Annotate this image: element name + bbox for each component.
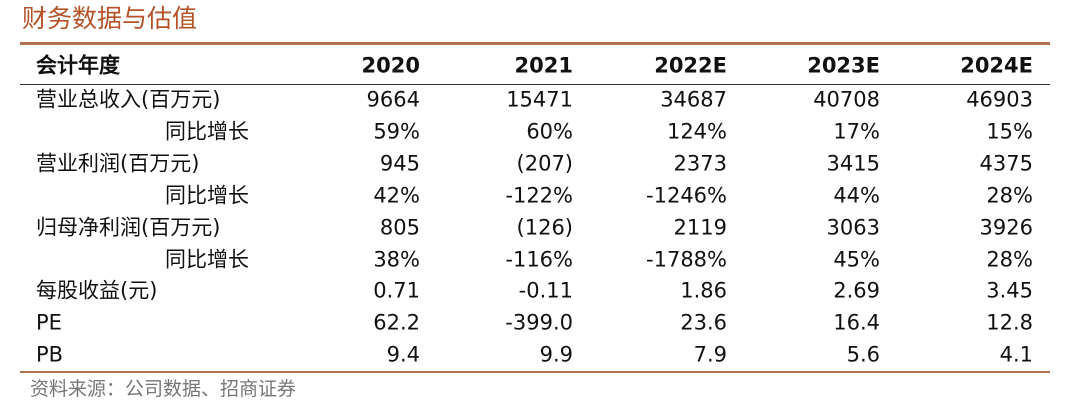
column-header: 2021: [514, 53, 573, 78]
cell-value: 60%: [526, 119, 573, 144]
row-label: 同比增长: [165, 183, 249, 208]
row-label: PB: [36, 342, 64, 367]
cell-value: 59%: [373, 119, 420, 144]
cell-value: 7.9: [693, 342, 727, 367]
row-label: 营业利润(百万元): [36, 151, 200, 176]
cell-value: 9664: [366, 87, 420, 112]
cell-value: 2.69: [833, 278, 880, 303]
top-rule: [20, 42, 1050, 45]
cell-value: -1246%: [646, 183, 727, 208]
cell-value: 2373: [673, 151, 727, 176]
cell-value: 9.9: [539, 342, 573, 367]
title: 财务数据与估值: [22, 4, 198, 33]
cell-value: 3415: [826, 151, 880, 176]
cell-value: 28%: [986, 183, 1033, 208]
cell-value: 15471: [506, 87, 573, 112]
cell-value: 62.2: [373, 310, 420, 335]
cell-value: 9.4: [386, 342, 420, 367]
column-header: 2022E: [654, 53, 727, 78]
cell-value: 16.4: [833, 310, 880, 335]
cell-value: 0.71: [373, 278, 420, 303]
cell-value: 15%: [986, 119, 1033, 144]
row-label: 归母净利润(百万元): [36, 215, 221, 240]
cell-value: -399.0: [505, 310, 573, 335]
cell-value: 4375: [979, 151, 1033, 176]
row-label: 同比增长: [165, 247, 249, 271]
cell-value: -1788%: [646, 247, 727, 271]
cell-value: 17%: [833, 119, 880, 144]
cell-value: (207): [516, 151, 573, 176]
cell-value: 5.6: [846, 342, 880, 367]
bottom-rule: [20, 371, 1050, 373]
cell-value: 2119: [673, 215, 727, 240]
row-label: 每股收益(元): [36, 278, 158, 303]
cell-value: -0.11: [518, 278, 573, 303]
header-rule: [20, 84, 1050, 85]
cell-value: 34687: [660, 87, 727, 112]
cell-value: 3926: [979, 215, 1033, 240]
cell-value: 46903: [966, 87, 1033, 112]
cell-value: -116%: [505, 247, 573, 271]
cell-value: 124%: [666, 119, 727, 144]
column-header: 会计年度: [36, 53, 120, 78]
cell-value: 945: [379, 151, 420, 176]
source-note: 资料来源：公司数据、招商证券: [30, 378, 297, 400]
cell-value: 38%: [373, 247, 420, 271]
cell-value: -122%: [505, 183, 573, 208]
cell-value: 805: [379, 215, 420, 240]
cell-value: (126): [516, 215, 573, 240]
cell-value: 44%: [833, 183, 880, 208]
cell-value: 23.6: [680, 310, 727, 335]
cell-value: 12.8: [986, 310, 1033, 335]
row-label: PE: [36, 310, 62, 335]
cell-value: 3063: [826, 215, 880, 240]
row-label: 同比增长: [165, 119, 249, 144]
cell-value: 40708: [813, 87, 880, 112]
cell-value: 4.1: [999, 342, 1033, 367]
column-header: 2023E: [807, 53, 880, 78]
cell-value: 3.45: [986, 278, 1033, 303]
column-header: 2024E: [960, 53, 1033, 78]
cell-value: 28%: [986, 247, 1033, 271]
column-header: 2020: [361, 53, 420, 78]
row-label: 营业总收入(百万元): [36, 87, 221, 112]
cell-value: 45%: [833, 247, 880, 271]
cell-value: 1.86: [680, 278, 727, 303]
cell-value: 42%: [373, 183, 420, 208]
